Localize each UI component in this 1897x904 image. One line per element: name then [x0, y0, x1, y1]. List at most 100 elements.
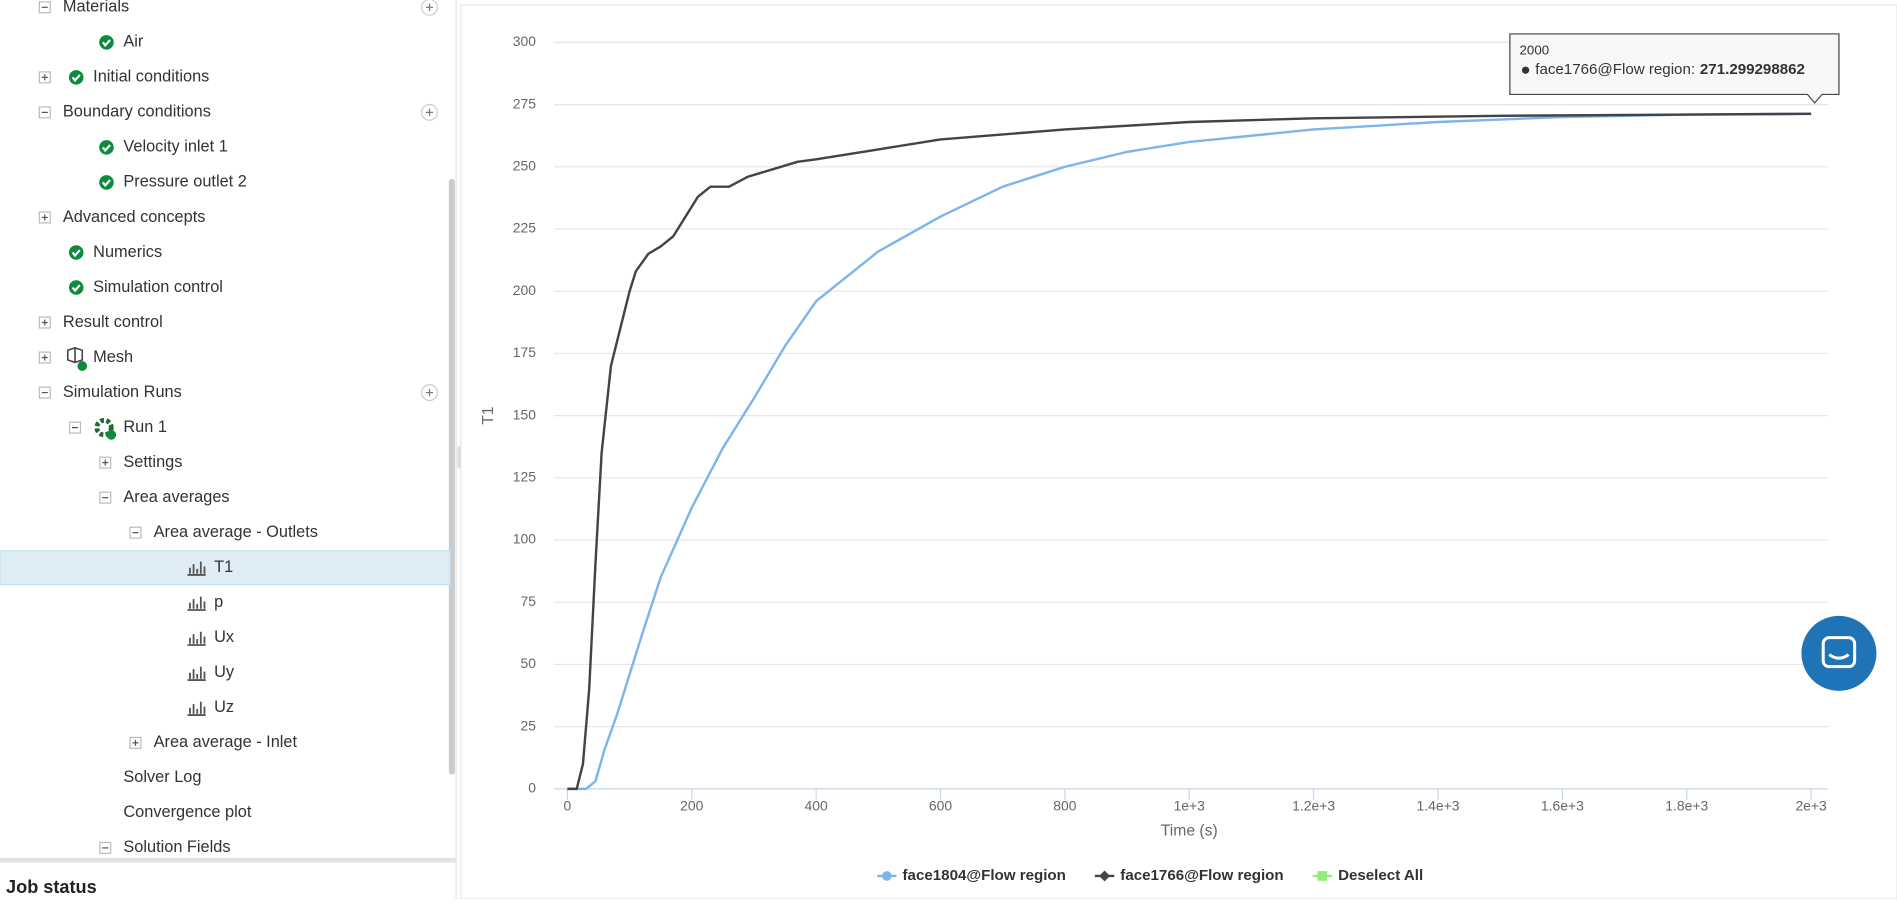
tree-item[interactable]: Advanced concepts — [63, 208, 206, 226]
legend-item[interactable]: Deselect All — [1312, 867, 1424, 884]
check-mark — [101, 144, 111, 153]
icon-gear — [94, 417, 117, 440]
expand-toggle[interactable] — [38, 106, 51, 119]
legend-marker — [1099, 870, 1111, 882]
legend-label: face1766@Flow region — [1120, 867, 1283, 884]
expand-toggle[interactable] — [38, 351, 51, 364]
check-circle — [99, 35, 114, 50]
expand-toggle[interactable] — [38, 71, 51, 84]
x-tick-label: 400 — [805, 798, 828, 814]
icon-chart — [187, 596, 206, 611]
tree-item[interactable]: p — [214, 593, 223, 611]
check-mark — [71, 74, 81, 83]
tree-item[interactable]: Uy — [214, 663, 235, 681]
chart-icon — [187, 701, 206, 716]
tooltip: 2000 face1766@Flow region: 271.299298862 — [1509, 33, 1840, 104]
check-mark — [101, 39, 111, 48]
add-plus — [425, 108, 434, 117]
y-tick-label: 125 — [513, 469, 536, 485]
expand-toggle[interactable] — [38, 386, 51, 399]
tree-item[interactable]: Materials — [63, 0, 129, 16]
x-tick-label: 1.8e+3 — [1665, 798, 1708, 814]
tree-item[interactable]: Uz — [214, 698, 234, 716]
legend-label: Deselect All — [1338, 867, 1423, 884]
y-tick-label: 75 — [520, 593, 536, 609]
tree-item[interactable]: Mesh — [93, 348, 133, 366]
icon-check — [68, 70, 84, 85]
tree-item[interactable]: Numerics — [93, 243, 162, 261]
tree-item[interactable]: Air — [123, 33, 144, 51]
tree-item[interactable]: Convergence plot — [123, 803, 251, 821]
expand-toggle[interactable] — [129, 526, 142, 539]
tree-item[interactable]: Ux — [214, 628, 234, 646]
add-button[interactable] — [421, 103, 438, 121]
check-mark — [71, 284, 81, 293]
y-tick-label: 0 — [528, 780, 536, 796]
expand-toggle[interactable] — [129, 736, 142, 749]
expand-toggle[interactable] — [38, 211, 51, 224]
y-tick-label: 175 — [513, 344, 536, 360]
x-tick-label: 200 — [680, 798, 703, 814]
check-circle — [68, 245, 84, 260]
tree-item[interactable]: T1 — [214, 558, 233, 576]
tree-item[interactable]: Velocity inlet 1 — [123, 138, 227, 156]
x-tick-label: 1.4e+3 — [1417, 798, 1460, 814]
mesh-badge — [77, 361, 88, 371]
mesh-icon — [66, 347, 84, 364]
scrollbar[interactable] — [448, 179, 455, 775]
expand-toggle[interactable] — [38, 316, 51, 329]
icon-chart — [187, 631, 206, 646]
x-tick-label: 1.2e+3 — [1292, 798, 1335, 814]
tree-item[interactable]: Settings — [123, 453, 182, 471]
y-axis-label: T1 — [480, 406, 497, 424]
tree-item[interactable]: Simulation Runs — [63, 383, 182, 401]
icon-check — [99, 35, 114, 50]
tree-item[interactable]: Result control — [63, 313, 163, 331]
expand-toggle[interactable] — [99, 456, 112, 469]
tree-item[interactable]: Area average - Outlets — [154, 523, 318, 541]
tooltip-x: 2000 — [1520, 42, 1550, 57]
expand-toggle[interactable] — [68, 421, 82, 434]
tooltip-value: 271.299298862 — [1700, 61, 1805, 78]
x-tick-label: 800 — [1053, 798, 1076, 814]
job-status[interactable]: Job status — [6, 877, 97, 897]
tree-item[interactable]: Simulation control — [93, 278, 223, 296]
tree-item[interactable]: Boundary conditions — [63, 103, 211, 121]
series-line — [567, 112, 1812, 791]
x-tick-label: 1e+3 — [1174, 798, 1206, 814]
y-tick-label: 100 — [513, 531, 536, 547]
gear — [94, 417, 114, 438]
add-button[interactable] — [421, 0, 438, 16]
y-tick-label: 150 — [513, 406, 536, 422]
tooltip-box — [1509, 33, 1840, 104]
check-circle — [99, 140, 114, 155]
check-mark — [101, 179, 111, 188]
resize-handle[interactable] — [457, 446, 461, 469]
expand-toggle[interactable] — [99, 841, 112, 854]
tree-item[interactable]: Run 1 — [123, 418, 167, 436]
sidebar — [0, 0, 457, 899]
x-tick-label: 1.6e+3 — [1541, 798, 1584, 814]
expand-toggle[interactable] — [99, 491, 112, 504]
add-button[interactable] — [421, 384, 438, 402]
check-circle — [68, 70, 84, 85]
gear-badge — [106, 430, 117, 440]
check-circle — [99, 175, 114, 190]
tree-item[interactable]: Initial conditions — [93, 68, 209, 86]
chart-icon — [187, 631, 206, 646]
tree-item[interactable]: Solver Log — [123, 768, 201, 786]
tree-item[interactable]: Area averages — [123, 488, 229, 506]
tree-item[interactable]: Pressure outlet 2 — [123, 173, 246, 191]
legend-item[interactable]: face1804@Flow region — [877, 867, 1066, 884]
icon-check — [99, 175, 114, 190]
tooltip-line: face1766@Flow region: 271.299298862 — [1535, 61, 1805, 78]
legend-item[interactable]: face1766@Flow region — [1094, 867, 1284, 884]
chat-button[interactable] — [1801, 615, 1877, 691]
tree-item[interactable]: Area average - Inlet — [154, 733, 298, 751]
expand-toggle[interactable] — [38, 1, 51, 14]
legend-marker — [1317, 871, 1328, 881]
y-tick-label: 300 — [513, 33, 536, 49]
tree-item[interactable]: Solution Fields — [123, 838, 230, 856]
tree: Materials Air Initial conditions Boundary c… — [0, 0, 451, 856]
